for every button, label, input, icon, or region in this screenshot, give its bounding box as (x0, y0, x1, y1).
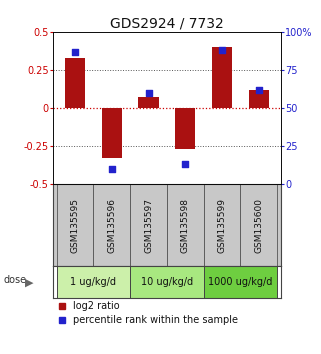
Point (220, 47, 225, 53)
Point (183, 161, 188, 167)
Text: 1000 ug/kg/d: 1000 ug/kg/d (208, 277, 273, 287)
Bar (212, 47, 232, 108)
Title: GDS2924 / 7732: GDS2924 / 7732 (110, 17, 224, 31)
Bar (102, 108, 122, 158)
Bar (56, 184, 93, 266)
Bar (249, 90, 269, 108)
Text: percentile rank within the sample: percentile rank within the sample (74, 315, 239, 325)
Text: ▶: ▶ (25, 277, 33, 287)
Bar (204, 266, 277, 298)
Bar (167, 184, 204, 266)
Point (256, 87, 261, 93)
Bar (138, 97, 159, 108)
Bar (130, 184, 167, 266)
Point (109, 166, 114, 172)
Text: GSM135596: GSM135596 (107, 198, 116, 252)
Text: GSM135597: GSM135597 (144, 198, 153, 252)
Bar (93, 184, 130, 266)
Text: GSM135595: GSM135595 (71, 198, 80, 252)
Bar (130, 266, 204, 298)
Point (146, 90, 151, 96)
Text: 10 ug/kg/d: 10 ug/kg/d (141, 277, 193, 287)
Text: GSM135600: GSM135600 (254, 198, 263, 252)
Text: dose: dose (3, 275, 26, 285)
Point (73, 49, 78, 55)
Bar (65, 58, 85, 108)
Bar (56, 266, 130, 298)
Text: 1 ug/kg/d: 1 ug/kg/d (70, 277, 117, 287)
Bar (240, 184, 277, 266)
Text: GSM135598: GSM135598 (181, 198, 190, 252)
Text: GSM135599: GSM135599 (218, 198, 227, 252)
Text: log2 ratio: log2 ratio (74, 301, 120, 311)
Bar (175, 108, 195, 149)
Bar (204, 184, 240, 266)
